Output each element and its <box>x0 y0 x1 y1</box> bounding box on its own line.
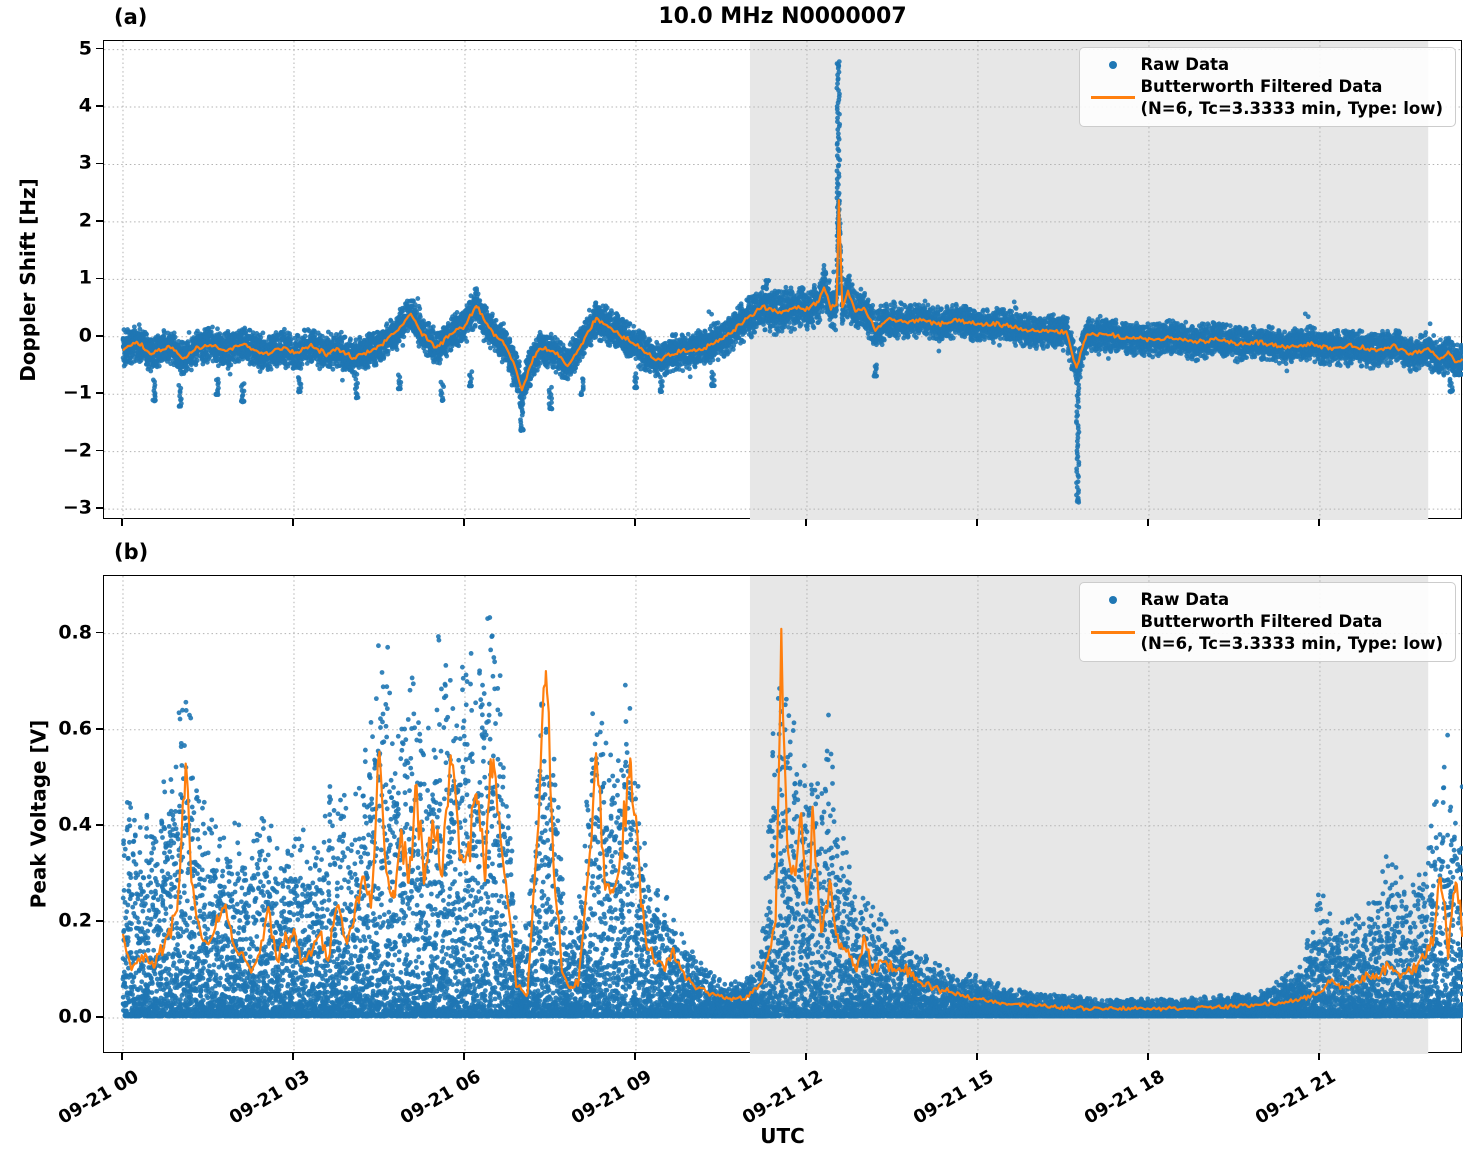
y-tick <box>96 392 103 394</box>
legend-raw-label: Raw Data <box>1140 55 1230 74</box>
x-tick <box>1318 1053 1320 1060</box>
raw-data-marker-icon <box>1109 595 1118 604</box>
y-tick <box>96 920 103 922</box>
y-axis-label-b: Peak Voltage [V] <box>26 719 50 909</box>
y-tick-label: 0.6 <box>58 717 92 740</box>
y-axis-label-a: Doppler Shift [Hz] <box>16 177 41 382</box>
y-tick-label: 0.8 <box>58 621 92 644</box>
y-tick <box>96 824 103 826</box>
x-tick-label: 09-21 12 <box>738 1066 827 1129</box>
legend-b: Raw Data Butterworth Filtered Data (N=6,… <box>1079 582 1456 663</box>
x-tick <box>976 519 978 526</box>
y-tick-label: −2 <box>62 439 92 462</box>
legend-raw-label: Raw Data <box>1140 590 1230 609</box>
plot-panel-a: Raw Data Butterworth Filtered Data (N=6,… <box>103 40 1463 520</box>
y-tick-label: 1 <box>78 266 92 289</box>
x-tick <box>292 1053 294 1060</box>
y-tick <box>96 507 103 509</box>
filtered-line-marker-icon <box>1091 95 1136 100</box>
x-tick <box>634 519 636 526</box>
x-tick-label: 09-21 09 <box>567 1066 656 1129</box>
y-tick-label: −3 <box>62 496 92 519</box>
y-tick <box>96 334 103 337</box>
x-tick <box>805 1053 807 1060</box>
y-tick <box>96 162 103 165</box>
y-tick <box>96 1016 103 1018</box>
y-tick-label: 0.4 <box>58 813 92 836</box>
legend-filtered-sublabel: (N=6, Tc=3.3333 min, Type: low) <box>1140 98 1443 118</box>
x-tick <box>1147 519 1149 526</box>
plot-panel-b: Raw Data Butterworth Filtered Data (N=6,… <box>103 575 1463 1054</box>
filtered-line-marker-icon <box>1091 630 1136 635</box>
raw-data-marker-icon <box>1109 60 1118 69</box>
chart-title: 10.0 MHz N0000007 <box>658 4 907 29</box>
x-tick <box>1318 519 1320 526</box>
x-tick-label: 09-21 18 <box>1080 1066 1169 1129</box>
y-tick-label: 4 <box>78 94 92 117</box>
legend-a: Raw Data Butterworth Filtered Data (N=6,… <box>1079 47 1456 128</box>
y-tick <box>96 47 103 50</box>
x-tick <box>805 519 807 526</box>
legend-entry-raw: Raw Data <box>1086 54 1443 76</box>
x-tick <box>463 1053 465 1060</box>
x-tick-label: 09-21 21 <box>1251 1066 1340 1129</box>
y-tick <box>96 277 103 280</box>
y-tick-label: 2 <box>78 209 92 232</box>
x-tick <box>634 1053 636 1060</box>
y-tick-label: −1 <box>62 381 92 404</box>
y-tick-label: 3 <box>78 152 92 175</box>
y-tick <box>96 631 103 634</box>
panel-b-label: (b) <box>114 540 149 564</box>
y-tick-label: 0 <box>78 324 92 347</box>
x-tick-label: 09-21 03 <box>226 1066 314 1129</box>
y-tick <box>96 220 103 222</box>
legend-entry-filtered: Butterworth Filtered Data (N=6, Tc=3.333… <box>1086 76 1443 120</box>
legend-filtered-label: Butterworth Filtered Data <box>1140 76 1383 96</box>
x-tick-label: 09-21 15 <box>909 1066 998 1129</box>
panel-a-label: (a) <box>114 5 148 29</box>
y-tick <box>96 105 103 107</box>
x-tick <box>121 519 123 526</box>
x-tick-label: 09-21 00 <box>55 1066 143 1129</box>
legend-entry-filtered: Butterworth Filtered Data (N=6, Tc=3.333… <box>1086 611 1443 655</box>
y-tick-label: 0.0 <box>58 1005 92 1028</box>
y-tick-label: 0.2 <box>58 909 92 932</box>
x-tick <box>1147 1053 1149 1060</box>
x-tick <box>121 1053 123 1060</box>
x-tick-label: 09-21 06 <box>396 1066 485 1129</box>
y-tick-label: 5 <box>78 37 92 60</box>
x-axis-label: UTC <box>760 1124 805 1148</box>
legend-entry-raw: Raw Data <box>1086 589 1443 611</box>
legend-filtered-sublabel: (N=6, Tc=3.3333 min, Type: low) <box>1140 633 1443 653</box>
x-tick <box>976 1053 978 1060</box>
y-tick <box>96 727 103 730</box>
legend-filtered-label: Butterworth Filtered Data <box>1140 611 1383 631</box>
x-tick <box>463 519 465 526</box>
y-tick <box>96 449 103 452</box>
x-tick <box>292 519 294 526</box>
